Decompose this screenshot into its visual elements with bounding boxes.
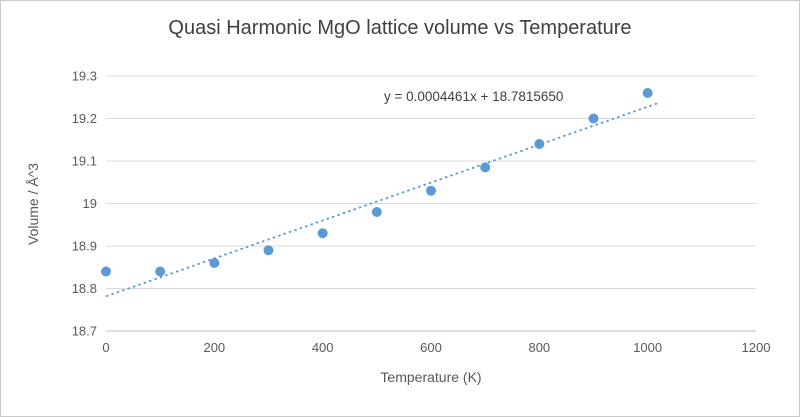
y-tick-label: 18.8 — [72, 281, 97, 296]
chart-title: Quasi Harmonic MgO lattice volume vs Tem… — [168, 17, 632, 39]
data-point — [155, 266, 166, 277]
y-tick-label: 18.9 — [72, 239, 97, 254]
trendline — [105, 102, 659, 298]
y-axis-title: Volume / Å^3 — [25, 162, 41, 245]
x-tick-label: 200 — [203, 340, 225, 355]
x-tick-label: 0 — [102, 340, 109, 355]
data-point — [263, 245, 274, 256]
x-tick-label: 800 — [528, 340, 550, 355]
x-tick-label: 400 — [312, 340, 334, 355]
x-tick-label: 1200 — [742, 340, 771, 355]
x-axis-title: Temperature (K) — [380, 369, 482, 385]
x-tick-label: 600 — [420, 340, 442, 355]
y-tick-label: 19.2 — [72, 111, 97, 126]
data-point — [101, 266, 111, 277]
data-point — [480, 162, 491, 173]
trendline-equation-label: y = 0.0004461x + 18.7815650 — [384, 89, 564, 104]
x-tick-label: 1000 — [633, 340, 662, 355]
data-point — [317, 228, 328, 239]
y-tick-label: 19 — [83, 196, 97, 211]
data-point — [642, 88, 653, 98]
y-tick-label: 18.7 — [72, 324, 97, 339]
y-tick-label: 19.1 — [72, 154, 97, 169]
data-point — [426, 185, 436, 196]
data-point — [209, 258, 220, 268]
data-point — [371, 207, 382, 217]
y-tick-label: 19.3 — [72, 69, 97, 84]
data-point — [534, 139, 545, 149]
data-point — [588, 113, 599, 124]
